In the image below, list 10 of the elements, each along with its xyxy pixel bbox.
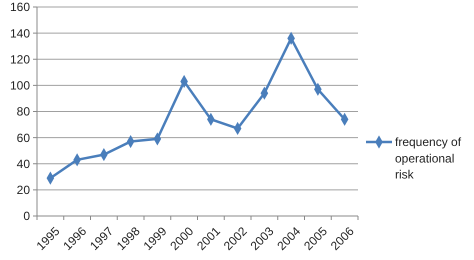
y-tick-label: 140 bbox=[10, 26, 30, 40]
y-tick-label: 80 bbox=[16, 104, 30, 119]
legend-label: frequency of operational risk bbox=[395, 135, 462, 182]
y-tick-label: 0 bbox=[23, 209, 30, 224]
y-tick-label: 100 bbox=[10, 78, 30, 93]
y-tick-label: 160 bbox=[10, 0, 30, 14]
y-tick-label: 120 bbox=[10, 52, 30, 66]
y-tick-label: 40 bbox=[16, 156, 30, 171]
y-tick-label: 20 bbox=[16, 183, 30, 198]
y-tick-label: 60 bbox=[16, 130, 30, 145]
